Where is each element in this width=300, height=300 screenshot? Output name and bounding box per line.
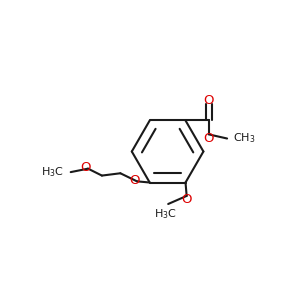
Text: H$_3$C: H$_3$C bbox=[154, 207, 177, 221]
Text: CH$_3$: CH$_3$ bbox=[233, 131, 256, 145]
Text: O: O bbox=[203, 132, 214, 145]
Text: H$_3$C: H$_3$C bbox=[41, 165, 64, 178]
Text: O: O bbox=[129, 174, 140, 187]
Text: O: O bbox=[80, 161, 91, 175]
Text: O: O bbox=[182, 193, 192, 206]
Text: O: O bbox=[203, 94, 214, 107]
